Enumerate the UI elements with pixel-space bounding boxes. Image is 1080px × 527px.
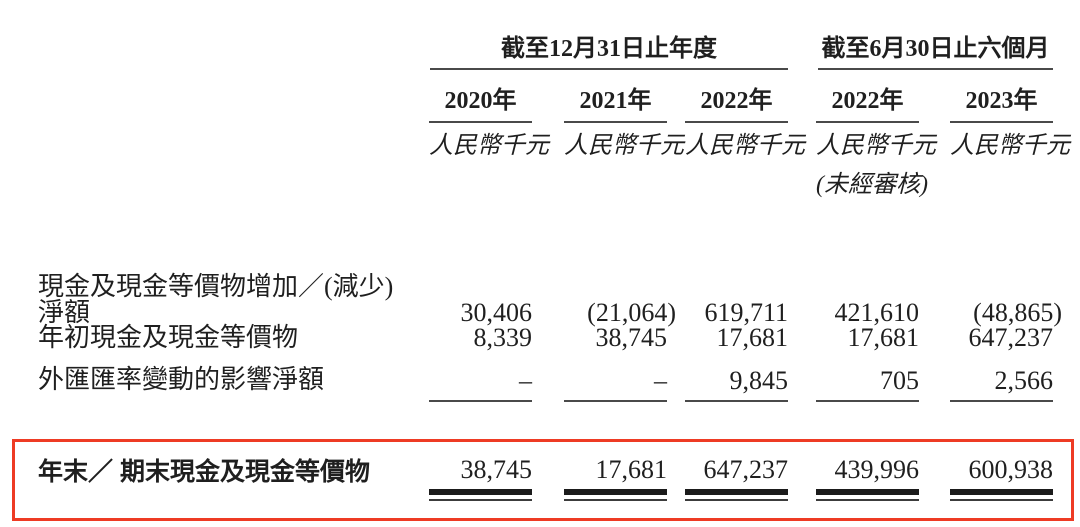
unaudited-note-row: (未經審核) (0, 170, 1080, 214)
total-row-section: 年末／ 期末現金及現金等價物 38,745 17,681 647,237 439… (0, 439, 1080, 521)
year-header-2020: 2020年 (418, 70, 532, 123)
double-rule (816, 489, 919, 501)
total-value-cell: 600,938 (919, 457, 1053, 501)
value: – (564, 368, 667, 402)
value: 17,681 (847, 323, 920, 352)
row-label: 現金及現金等價物增加／(減少) 淨額 (38, 272, 394, 327)
value: 38,745 (595, 323, 668, 352)
value-cell: – (418, 360, 532, 402)
value-cell: 9,845 (667, 360, 788, 402)
unit-header: 人民幣千元 (816, 133, 936, 159)
value-cell: – (532, 360, 667, 402)
table-row-ending-cash: 年末／ 期末現金及現金等價物 38,745 17,681 647,237 439… (0, 439, 1080, 501)
value-cell: (48,865) (919, 274, 1062, 335)
value: 8,339 (473, 323, 533, 352)
unit-header: 人民幣千元 (564, 133, 684, 159)
total-value: 439,996 (834, 455, 920, 484)
table-row-beginning-cash: 年初現金及現金等價物 8,339 38,745 17,681 17,681 64… (0, 317, 1080, 360)
row-label: 年初現金及現金等價物 (38, 323, 299, 352)
column-group-interim: 截至6月30日止六個月 (818, 0, 1053, 70)
double-rule (564, 489, 667, 501)
unit-header: 人民幣千元 (429, 133, 549, 159)
unit-header: 人民幣千元 (950, 133, 1070, 159)
year-header-2022-interim: 2022年 (788, 70, 919, 123)
value-cell: 421,610 (788, 274, 920, 335)
year-header-2021: 2021年 (532, 70, 667, 123)
row-label: 外匯匯率變動的影響淨額 (38, 365, 325, 394)
value-cell: 38,745 (532, 317, 668, 360)
value: (48,865) (973, 298, 1062, 327)
total-value-cell: 17,681 (532, 457, 667, 501)
total-value-cell: 38,745 (418, 457, 532, 501)
empty-label-cell (0, 123, 418, 170)
value: (21,064) (587, 298, 676, 327)
value: 647,237 (968, 323, 1054, 352)
total-value-cell: 647,237 (667, 457, 788, 501)
total-value: 17,681 (595, 455, 668, 484)
value: 9,845 (685, 368, 788, 402)
unit-header-row: 人民幣千元 人民幣千元 人民幣千元 人民幣千元 人民幣千元 (0, 123, 1080, 170)
column-group-annual-label: 截至12月31日止年度 (501, 36, 717, 62)
unit-header: 人民幣千元 (685, 133, 805, 159)
table-row-net-increase: 現金及現金等價物增加／(減少) 淨額 30,406 (21,064) 619,7… (0, 274, 1080, 326)
value-cell: 2,566 (919, 360, 1053, 402)
year-header-2022: 2022年 (667, 70, 788, 123)
value-cell: 30,406 (418, 274, 533, 335)
unaudited-note: (未經審核) (816, 172, 928, 198)
total-value: 600,938 (968, 455, 1054, 484)
value: 2,566 (950, 368, 1053, 402)
value: 17,681 (716, 323, 789, 352)
value-cell: 647,237 (919, 317, 1054, 360)
value-cell: (21,064) (532, 274, 676, 335)
column-group-interim-label: 截至6月30日止六個月 (821, 36, 1050, 62)
total-row-label: 年末／ 期末現金及現金等價物 (38, 458, 370, 486)
table-row-fx-effect: 外匯匯率變動的影響淨額 – – 9,845 705 2,566 (0, 360, 1080, 402)
value: 705 (816, 368, 919, 402)
vertical-gap (0, 402, 1080, 439)
double-rule (950, 489, 1053, 501)
value: 619,711 (704, 298, 788, 327)
vertical-gap (0, 214, 1080, 274)
total-value: 647,237 (703, 455, 789, 484)
value: – (429, 368, 532, 402)
total-value: 38,745 (460, 455, 533, 484)
value-cell: 619,711 (667, 274, 788, 335)
double-rule (429, 489, 532, 501)
empty-label-cell (0, 70, 418, 123)
empty-corner-cell (0, 0, 418, 70)
double-rule (685, 489, 788, 501)
value-cell: 17,681 (788, 317, 920, 360)
column-group-header-row: 截至12月31日止年度 截至6月30日止六個月 (0, 0, 1080, 70)
value-cell: 705 (788, 360, 919, 402)
value: 30,406 (460, 298, 533, 327)
value-cell: 8,339 (418, 317, 533, 360)
value: 421,610 (834, 298, 920, 327)
year-header-2023: 2023年 (919, 70, 1053, 123)
total-value-cell: 439,996 (788, 457, 919, 501)
year-header-row: 2020年 2021年 2022年 2022年 2023年 (0, 70, 1080, 123)
empty-label-cell (0, 170, 418, 214)
value-cell: 17,681 (667, 317, 789, 360)
column-group-annual: 截至12月31日止年度 (430, 0, 788, 70)
